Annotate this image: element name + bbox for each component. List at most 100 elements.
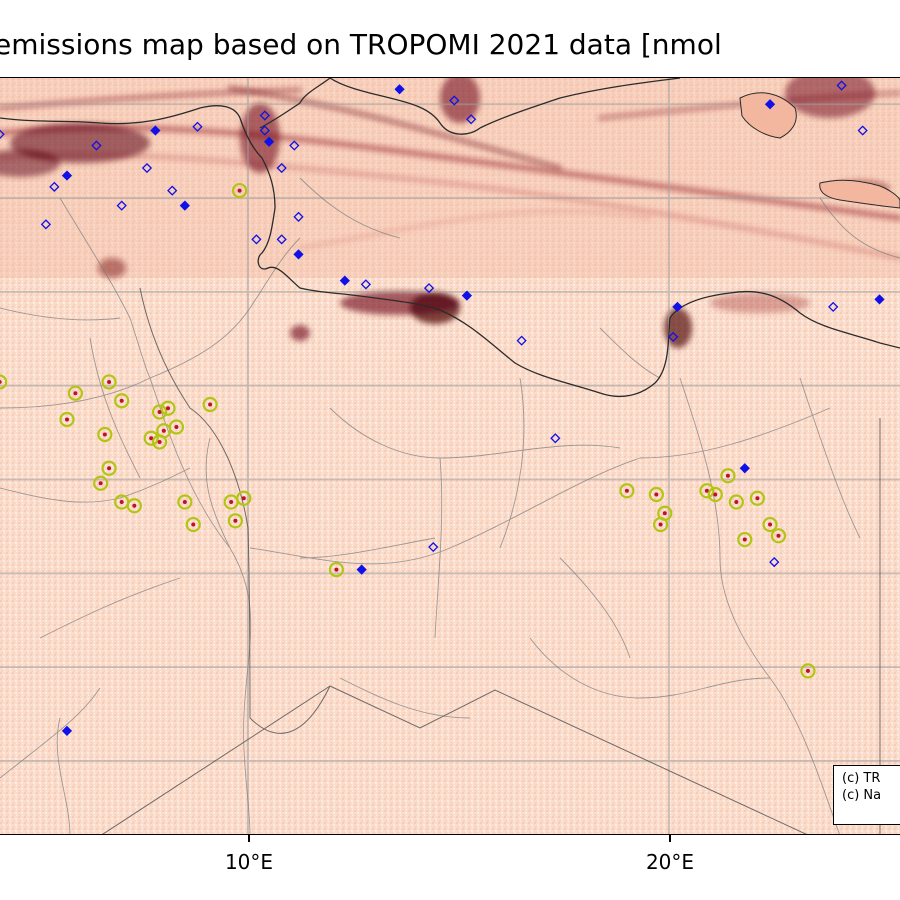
point-source-marker xyxy=(874,294,885,305)
flaring-site-marker xyxy=(160,400,176,416)
flaring-site-core xyxy=(102,432,107,437)
point-source-marker xyxy=(179,200,190,211)
flaring-site-core xyxy=(208,402,213,407)
point-source-marker xyxy=(293,249,304,260)
point-source-marker xyxy=(116,200,127,211)
road-network xyxy=(0,177,900,834)
flaring-site-marker xyxy=(101,374,117,390)
flaring-site-core xyxy=(174,424,179,429)
point-source-marker xyxy=(0,129,5,140)
flaring-site-core xyxy=(624,488,629,493)
flaring-site-marker xyxy=(762,516,778,533)
point-source-marker xyxy=(259,110,270,121)
point-source-marker xyxy=(289,140,300,151)
map-title-text: emissions map based on TROPOMI 2021 data… xyxy=(0,28,722,61)
map-canvas[interactable] xyxy=(0,78,900,835)
flaring-site-marker xyxy=(0,374,8,390)
flaring-site-core xyxy=(119,500,124,505)
flaring-site-marker xyxy=(93,475,109,491)
point-source-marker xyxy=(276,162,287,174)
point-source-marker xyxy=(394,84,405,95)
flaring-site-core xyxy=(132,503,137,508)
point-source-marker xyxy=(668,331,679,343)
point-source-marker xyxy=(49,181,60,192)
flaring-site-marker xyxy=(97,426,113,443)
flaring-site-core xyxy=(768,522,773,527)
flaring-site-marker xyxy=(126,498,142,514)
x-tick-label-20e: 20°E xyxy=(645,850,695,874)
point-source-marker xyxy=(857,125,868,136)
flaring-site-marker xyxy=(156,423,172,439)
flaring-site-marker xyxy=(648,486,664,503)
flaring-site-core xyxy=(191,522,196,527)
x-tick-mark-20e xyxy=(669,835,671,842)
point-source-marker xyxy=(428,541,439,553)
flaring-site-core xyxy=(734,500,739,505)
point-source-marker xyxy=(263,136,275,147)
flaring-site-marker xyxy=(177,494,193,510)
flaring-site-marker xyxy=(699,483,715,499)
point-source-marker xyxy=(360,279,371,290)
point-source-marker xyxy=(672,301,683,313)
map-title: emissions map based on TROPOMI 2021 data… xyxy=(0,22,900,68)
attribution-line-1: (c) TR xyxy=(842,771,881,786)
point-source-marker xyxy=(739,463,750,474)
point-source-marker xyxy=(91,140,102,151)
flaring-site-core xyxy=(73,391,78,396)
flaring-site-core xyxy=(166,406,171,411)
flaring-site-marker xyxy=(749,490,766,506)
flaring-site-marker xyxy=(151,404,168,420)
graticule xyxy=(0,78,900,834)
attribution-box: (c) TR (c) Na xyxy=(833,765,900,825)
flaring-site-marker xyxy=(114,393,130,409)
point-source-marker xyxy=(251,234,262,245)
flaring-site-core xyxy=(107,379,112,384)
point-source-marker xyxy=(40,219,52,230)
flaring-site-core xyxy=(662,511,667,516)
point-source-marker xyxy=(61,725,73,737)
map-panel[interactable] xyxy=(0,77,900,835)
x-tick-mark-10e xyxy=(248,835,250,842)
flaring-site-marker xyxy=(770,528,787,544)
point-source-marker xyxy=(150,125,161,136)
flaring-site-core xyxy=(0,379,2,384)
point-source-marker xyxy=(764,99,776,110)
flaring-site-core xyxy=(241,496,246,501)
flaring-site-core xyxy=(334,567,339,572)
flaring-site-core xyxy=(725,473,730,478)
point-source-marker xyxy=(141,162,153,174)
flaring-site-core xyxy=(742,537,747,542)
flaring-site-marker xyxy=(231,182,248,199)
flaring-site-core xyxy=(658,522,663,527)
flaring-site-marker xyxy=(728,494,744,510)
flaring-site-core xyxy=(237,188,242,193)
point-source-marker xyxy=(449,95,460,106)
flaring-site-marker xyxy=(202,396,218,413)
point-source-marker xyxy=(259,125,270,136)
flaring-site-core xyxy=(98,481,103,486)
flaring-site-marker xyxy=(236,490,252,506)
flaring-site-marker xyxy=(800,663,816,679)
flaring-site-core xyxy=(64,417,69,422)
flaring-site-marker xyxy=(101,460,117,476)
point-source-marker xyxy=(356,564,367,575)
flaring-site-core xyxy=(654,492,659,497)
coastline xyxy=(0,78,900,397)
point-source-marker xyxy=(769,556,780,568)
point-source-marker xyxy=(61,170,73,181)
point-source-marker xyxy=(167,185,178,196)
flaring-site-marker xyxy=(143,430,159,446)
point-source-marker xyxy=(516,335,527,346)
flaring-site-core xyxy=(229,500,234,505)
islands xyxy=(739,92,900,209)
flaring-site-core xyxy=(713,492,718,497)
flaring-site-core xyxy=(161,428,166,433)
flaring-site-core xyxy=(233,518,238,523)
flaring-site-core xyxy=(149,436,154,441)
flaring-site-marker xyxy=(67,385,83,401)
flaring-site-core xyxy=(119,398,124,403)
urban-emission-hotspots xyxy=(0,78,890,348)
emission-raster xyxy=(0,78,900,834)
point-source-marker xyxy=(423,283,435,294)
flaring-site-core xyxy=(776,533,781,538)
